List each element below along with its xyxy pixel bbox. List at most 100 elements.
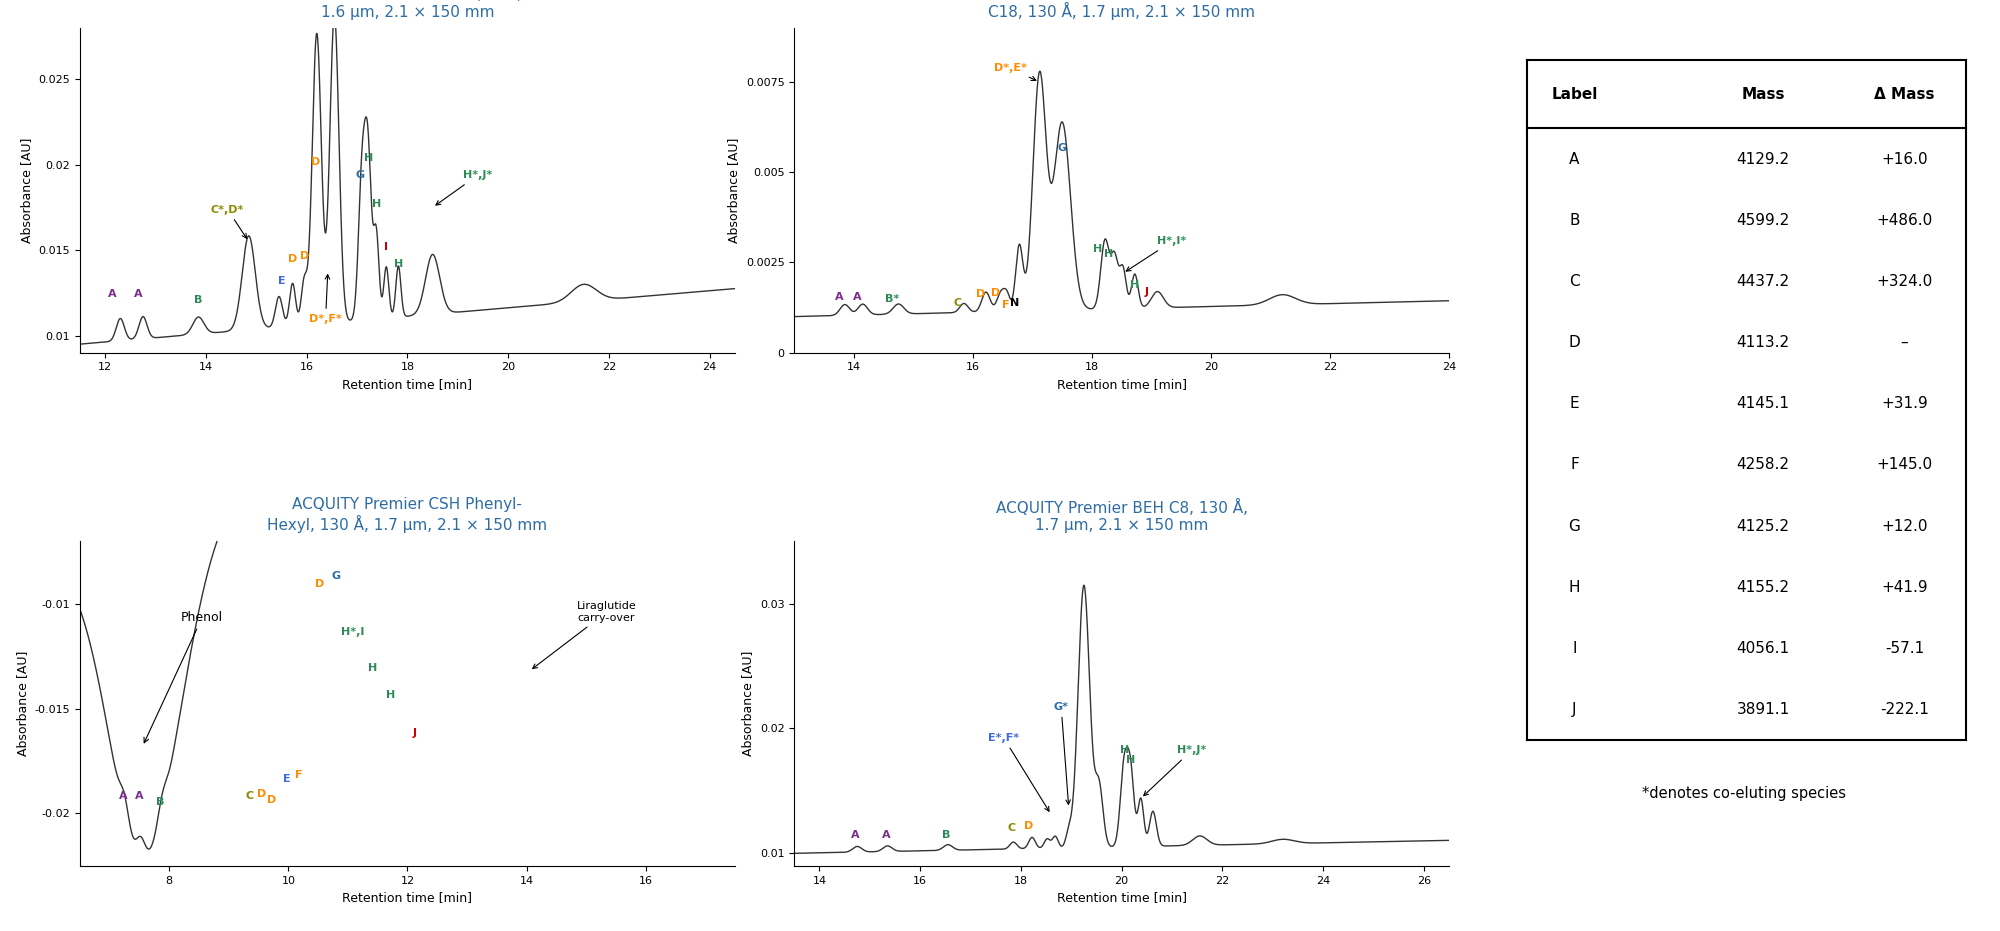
Text: Mass: Mass bbox=[1742, 87, 1784, 101]
Text: E: E bbox=[284, 774, 290, 784]
Text: 4113.2: 4113.2 bbox=[1736, 335, 1790, 350]
Text: H: H bbox=[1130, 279, 1140, 290]
Text: -222.1: -222.1 bbox=[1880, 702, 1928, 717]
Text: Liraglutide
carry-over: Liraglutide carry-over bbox=[532, 601, 636, 668]
Text: D: D bbox=[312, 156, 320, 167]
Text: H: H bbox=[364, 154, 372, 163]
Text: Phenol: Phenol bbox=[144, 611, 224, 743]
Title: ACQUITY Premier Peptide CSH
C18, 130 Å, 1.7 μm, 2.1 × 150 mm: ACQUITY Premier Peptide CSH C18, 130 Å, … bbox=[988, 0, 1256, 20]
Text: +486.0: +486.0 bbox=[1876, 212, 1932, 228]
Text: +12.0: +12.0 bbox=[1882, 519, 1928, 533]
Text: J: J bbox=[1144, 287, 1148, 297]
Text: H*,J*: H*,J* bbox=[436, 170, 492, 205]
Text: D: D bbox=[1024, 821, 1034, 831]
Text: A: A bbox=[118, 790, 128, 801]
X-axis label: Retention time [min]: Retention time [min] bbox=[342, 891, 472, 904]
Text: B: B bbox=[194, 295, 202, 305]
Text: D*,F*: D*,F* bbox=[310, 275, 342, 324]
Text: A: A bbox=[134, 290, 142, 299]
Text: E: E bbox=[278, 277, 286, 287]
Text: G: G bbox=[356, 170, 364, 181]
Text: F: F bbox=[294, 770, 302, 780]
Text: A: A bbox=[108, 290, 118, 299]
Text: -57.1: -57.1 bbox=[1884, 641, 1924, 656]
Text: D: D bbox=[268, 795, 276, 805]
Text: 3891.1: 3891.1 bbox=[1736, 702, 1790, 717]
Text: H*,I: H*,I bbox=[340, 627, 364, 638]
Text: D*,E*: D*,E* bbox=[994, 63, 1036, 80]
Text: Label: Label bbox=[1552, 87, 1598, 101]
Text: H: H bbox=[368, 663, 378, 673]
Title: CORTECS Premier C18+, 90Å,
1.6 μm, 2.1 × 150 mm: CORTECS Premier C18+, 90Å, 1.6 μm, 2.1 ×… bbox=[294, 0, 522, 20]
Text: 4129.2: 4129.2 bbox=[1736, 152, 1790, 167]
Text: F: F bbox=[1002, 300, 1010, 310]
Text: H*,J*: H*,J* bbox=[1144, 746, 1206, 796]
Text: H: H bbox=[1120, 746, 1128, 755]
Text: 4437.2: 4437.2 bbox=[1736, 274, 1790, 289]
Text: I: I bbox=[384, 242, 388, 252]
Text: B*: B* bbox=[886, 294, 900, 304]
Y-axis label: Absorbance [AU]: Absorbance [AU] bbox=[20, 138, 32, 243]
Text: A: A bbox=[834, 292, 844, 303]
Text: D: D bbox=[1568, 335, 1580, 350]
Text: H: H bbox=[1126, 755, 1136, 765]
Text: C*,D*: C*,D* bbox=[210, 205, 246, 238]
Text: H: H bbox=[386, 690, 396, 700]
Text: E*,F*: E*,F* bbox=[988, 733, 1050, 811]
Text: A: A bbox=[852, 292, 862, 303]
Text: D: D bbox=[314, 579, 324, 589]
X-axis label: Retention time [min]: Retention time [min] bbox=[1056, 378, 1186, 391]
Text: 4258.2: 4258.2 bbox=[1736, 457, 1790, 472]
Text: B: B bbox=[156, 797, 164, 807]
Text: *denotes co-eluting species: *denotes co-eluting species bbox=[1642, 786, 1846, 802]
Text: H: H bbox=[1568, 580, 1580, 595]
Text: H*,I*: H*,I* bbox=[1126, 236, 1186, 271]
Text: C: C bbox=[954, 298, 962, 308]
X-axis label: Retention time [min]: Retention time [min] bbox=[1056, 891, 1186, 904]
Text: 4155.2: 4155.2 bbox=[1736, 580, 1790, 595]
Text: D: D bbox=[288, 254, 298, 264]
Text: A: A bbox=[1570, 152, 1580, 167]
Text: Δ Mass: Δ Mass bbox=[1874, 87, 1934, 101]
Text: A: A bbox=[882, 830, 890, 841]
Text: D: D bbox=[300, 250, 308, 261]
Text: D: D bbox=[990, 288, 1000, 298]
Text: D: D bbox=[256, 789, 266, 799]
Text: +145.0: +145.0 bbox=[1876, 457, 1932, 472]
Text: 4145.1: 4145.1 bbox=[1736, 397, 1790, 412]
Text: –: – bbox=[1900, 335, 1908, 350]
Text: G: G bbox=[1058, 142, 1066, 153]
Text: G: G bbox=[332, 571, 340, 581]
Text: A: A bbox=[852, 830, 860, 841]
Text: H: H bbox=[372, 199, 380, 209]
Y-axis label: Absorbance [AU]: Absorbance [AU] bbox=[16, 651, 30, 756]
Text: I: I bbox=[1572, 641, 1576, 656]
Text: C: C bbox=[1570, 274, 1580, 289]
Title: ACQUITY Premier CSH Phenyl-
Hexyl, 130 Å, 1.7 μm, 2.1 × 150 mm: ACQUITY Premier CSH Phenyl- Hexyl, 130 Å… bbox=[268, 497, 548, 533]
Text: +31.9: +31.9 bbox=[1882, 397, 1928, 412]
Text: B: B bbox=[1570, 212, 1580, 228]
Text: J: J bbox=[1572, 702, 1576, 717]
Text: D: D bbox=[976, 289, 986, 299]
Text: G: G bbox=[1568, 519, 1580, 533]
Text: E: E bbox=[1570, 397, 1580, 412]
Y-axis label: Absorbance [AU]: Absorbance [AU] bbox=[728, 138, 740, 243]
Text: A: A bbox=[136, 790, 144, 801]
Text: H: H bbox=[394, 259, 402, 269]
Text: B: B bbox=[942, 830, 950, 841]
Text: +16.0: +16.0 bbox=[1882, 152, 1928, 167]
Text: H: H bbox=[1104, 250, 1114, 259]
X-axis label: Retention time [min]: Retention time [min] bbox=[342, 378, 472, 391]
Text: +324.0: +324.0 bbox=[1876, 274, 1932, 289]
Text: 4599.2: 4599.2 bbox=[1736, 212, 1790, 228]
Title: ACQUITY Premier BEH C8, 130 Å,
1.7 μm, 2.1 × 150 mm: ACQUITY Premier BEH C8, 130 Å, 1.7 μm, 2… bbox=[996, 498, 1248, 533]
Text: +41.9: +41.9 bbox=[1882, 580, 1928, 595]
Y-axis label: Absorbance [AU]: Absorbance [AU] bbox=[742, 651, 754, 756]
Text: C: C bbox=[246, 790, 254, 801]
Text: 4056.1: 4056.1 bbox=[1736, 641, 1790, 656]
Text: G*: G* bbox=[1054, 702, 1070, 804]
Text: 4125.2: 4125.2 bbox=[1736, 519, 1790, 533]
Text: J: J bbox=[412, 728, 416, 738]
Text: H: H bbox=[1094, 244, 1102, 253]
Text: C: C bbox=[1008, 823, 1016, 833]
